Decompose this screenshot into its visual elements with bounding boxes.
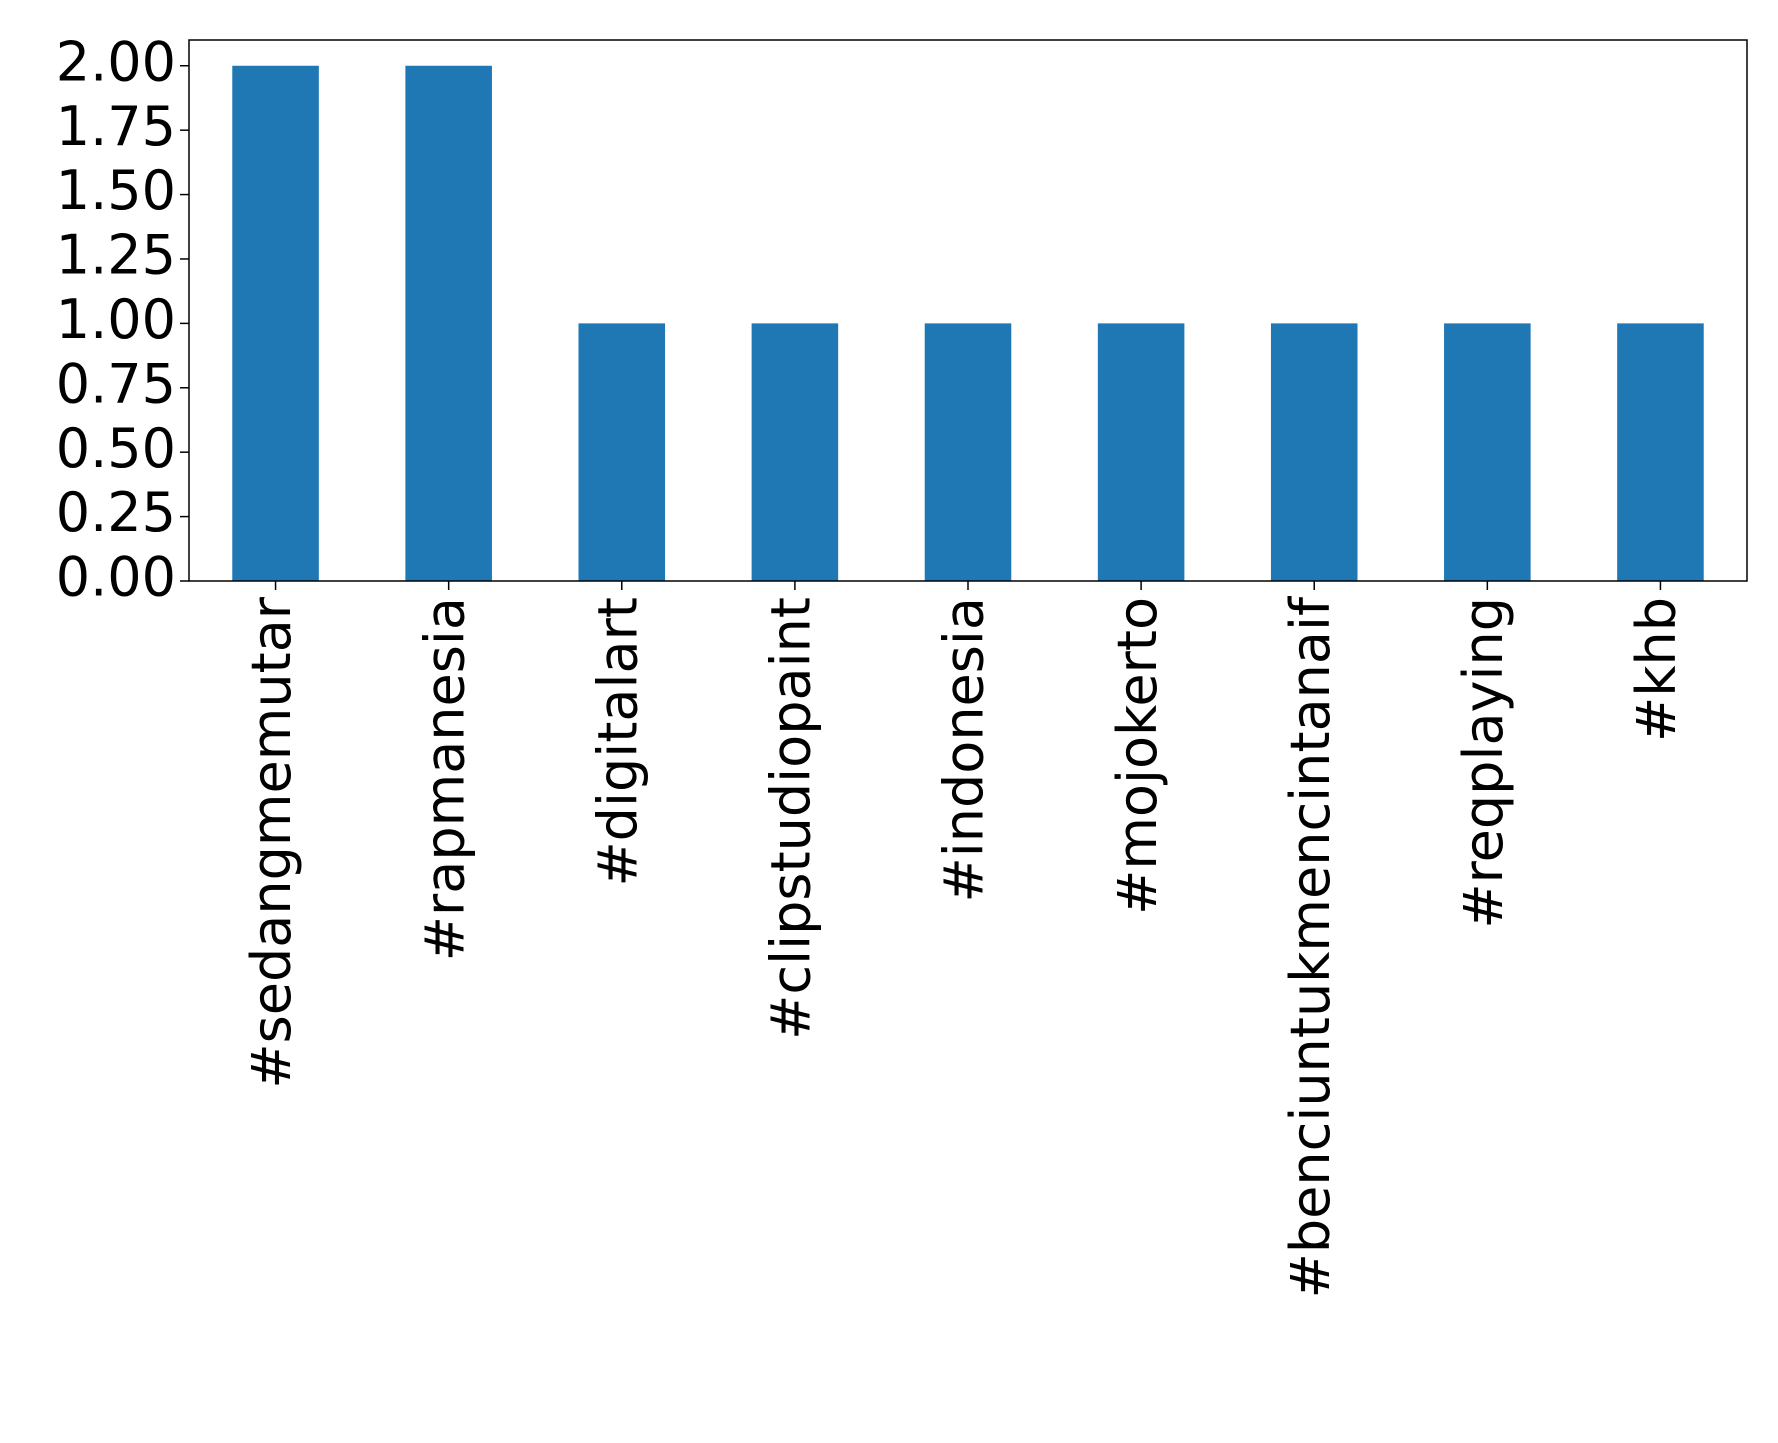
x-tick-label: #rapmanesia bbox=[413, 597, 476, 961]
bar bbox=[1097, 323, 1185, 581]
bar bbox=[1444, 323, 1531, 581]
bar bbox=[1270, 323, 1358, 581]
bar bbox=[924, 323, 1012, 581]
x-tick-label: #khb bbox=[1625, 597, 1688, 742]
bar bbox=[232, 65, 319, 581]
x-tick-label: #reqplaying bbox=[1452, 597, 1515, 929]
bar bbox=[1617, 323, 1704, 581]
y-tick-label: 0.00 bbox=[56, 546, 176, 609]
bar bbox=[405, 65, 492, 581]
y-tick-label: 1.25 bbox=[56, 224, 176, 287]
y-tick-label: 1.50 bbox=[56, 159, 176, 222]
y-tick-label: 0.75 bbox=[56, 352, 176, 415]
y-tick-label: 1.00 bbox=[56, 288, 176, 351]
bar bbox=[578, 323, 666, 581]
bar bbox=[751, 323, 839, 581]
y-tick-label: 0.50 bbox=[56, 417, 176, 480]
y-tick-label: 1.75 bbox=[56, 95, 176, 158]
x-tick-label: #sedangmemutar bbox=[240, 596, 303, 1088]
plot-frame bbox=[188, 39, 1748, 582]
x-tick-label: #indonesia bbox=[933, 597, 996, 902]
y-tick-label: 2.00 bbox=[56, 30, 176, 93]
x-tick-label: #digitalart bbox=[586, 597, 649, 887]
x-tick-label: #benciuntukmencintanaif bbox=[1279, 595, 1342, 1298]
y-tick-label: 0.25 bbox=[56, 481, 176, 544]
x-tick-label: #mojokerto bbox=[1106, 597, 1169, 915]
x-tick-label: #clipstudiopaint bbox=[760, 597, 823, 1040]
